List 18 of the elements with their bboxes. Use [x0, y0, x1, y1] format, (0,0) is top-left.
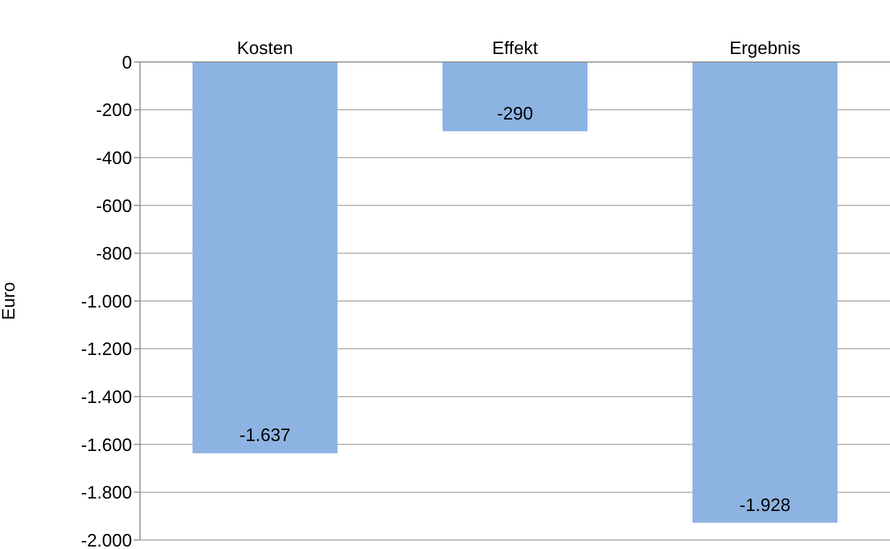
- y-tick-label: -1.400: [80, 386, 132, 407]
- data-label: -290: [496, 103, 534, 124]
- y-tick-label: -600: [96, 196, 132, 216]
- x-tick-label: Ergebnis: [729, 38, 801, 58]
- y-tick-label: -2.000: [80, 530, 132, 549]
- data-label: -1.637: [239, 425, 291, 446]
- x-tick-label: Effekt: [492, 38, 538, 58]
- y-tick-label: -1.200: [80, 339, 132, 360]
- y-axis-title: Euro: [0, 282, 18, 320]
- y-tick-label: -1.000: [80, 291, 132, 312]
- y-tick-label: 0: [122, 52, 132, 72]
- data-label: -1.928: [739, 494, 791, 515]
- y-tick-label: -200: [96, 100, 132, 120]
- y-tick-label: -1.600: [80, 434, 132, 455]
- y-tick-label: -400: [96, 148, 132, 168]
- y-tick-label: -800: [96, 244, 132, 264]
- y-tick-label: -1.800: [80, 482, 132, 503]
- x-tick-label: Kosten: [236, 38, 294, 58]
